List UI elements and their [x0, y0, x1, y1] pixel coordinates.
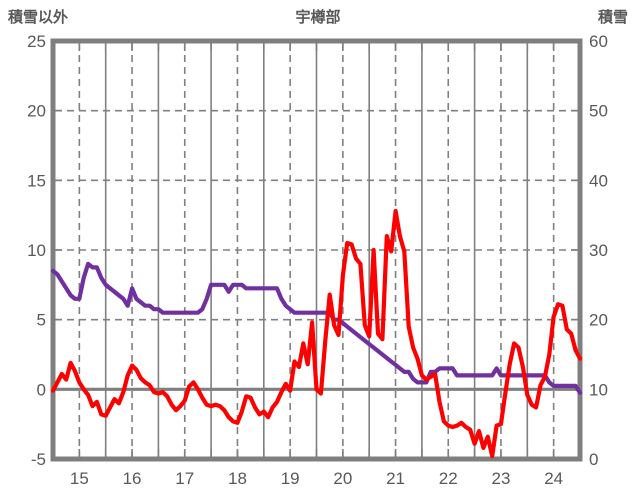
x-axis-tick-label: 20 [333, 469, 352, 488]
right-axis-tick-label: 0 [589, 450, 598, 469]
x-axis-tick-label: 17 [175, 469, 194, 488]
x-axis-tick-label: 16 [123, 469, 142, 488]
x-axis-tick-label: 18 [228, 469, 247, 488]
left-axis-tick-label: 0 [37, 380, 46, 399]
right-axis-tick-label: 30 [589, 241, 608, 260]
x-axis-tick-label: 23 [491, 469, 510, 488]
left-axis-tick-label: -5 [31, 450, 46, 469]
chart-title: 宇樽部 [295, 8, 340, 26]
x-axis-tick-label: 21 [386, 469, 405, 488]
right-axis-title: 積雪 [597, 8, 628, 26]
left-axis-tick-label: 10 [27, 241, 46, 260]
right-axis-tick-label: 50 [589, 102, 608, 121]
data-series [50, 208, 583, 459]
left-axis-tick-label: 5 [37, 311, 46, 330]
plot-border-rect [50, 38, 583, 462]
series-purple-line [50, 261, 583, 395]
left-axis-title: 積雪以外 [7, 8, 68, 26]
x-axis-tick-label: 22 [439, 469, 458, 488]
gridlines [55, 43, 578, 457]
series-red-line [50, 208, 583, 459]
left-axis-tick-label: 15 [27, 171, 46, 190]
right-axis-tick-label: 60 [589, 32, 608, 51]
x-axis-tick-label: 19 [281, 469, 300, 488]
x-axis-tick-label: 24 [544, 469, 563, 488]
left-axis-tick-label: 20 [27, 102, 46, 121]
right-axis-tick-label: 20 [589, 311, 608, 330]
right-axis-tick-label: 40 [589, 171, 608, 190]
right-axis-tick-label: 10 [589, 380, 608, 399]
left-axis-tick-label: 25 [27, 32, 46, 51]
plot-border [50, 38, 583, 462]
x-axis-tick-label: 15 [70, 469, 89, 488]
